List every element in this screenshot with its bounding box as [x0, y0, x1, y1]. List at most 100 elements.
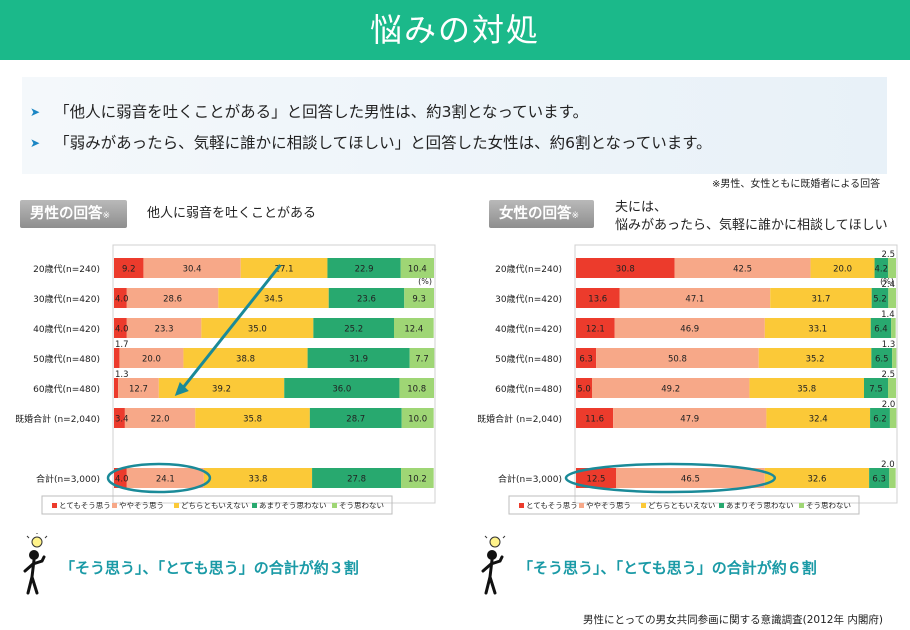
bar-segment: [864, 378, 888, 398]
bar-segment: [126, 318, 202, 338]
bar-segment: [871, 348, 893, 368]
data-label: 6.2: [873, 415, 887, 425]
bar-segment: [240, 258, 328, 278]
bar-segment: [592, 378, 750, 398]
data-label: 32.6: [807, 475, 826, 485]
respondent-note: ※男性、女性ともに既婚者による回答: [712, 179, 881, 190]
female-question-line-2: 悩みがあったら、気軽に誰かに相談してほしい: [615, 218, 888, 233]
bar-segment: [399, 378, 434, 398]
data-label: 27.8: [347, 475, 366, 485]
bar-segment: [114, 258, 144, 278]
male-stacked-bar-chart: 20歳代(n=240) 9.2 30.4 27.1 22.9 10.4 30歳代(n=420…: [15, 244, 436, 515]
bar-segment: [576, 318, 615, 338]
bar-segment: [870, 408, 890, 428]
data-label: 46.5: [681, 475, 700, 485]
lightbulb-person-icon: [481, 535, 506, 595]
legend-label: あまりそう思わない: [726, 501, 794, 510]
data-label: 24.1: [156, 475, 175, 485]
bar-segment: [764, 468, 870, 488]
data-label: 1.3: [115, 370, 129, 380]
bar-segment: [203, 468, 313, 488]
lightbulb-person-icon: [23, 533, 48, 595]
female-answer-tag: 女性の回答※: [489, 200, 594, 228]
bar-segment: [889, 408, 897, 428]
data-label: 6.5: [875, 355, 889, 365]
data-label: 12.7: [129, 385, 148, 395]
legend-label: ややそう思う: [119, 501, 164, 510]
bar-segment: [114, 378, 119, 398]
bar-segment: [119, 348, 184, 368]
category-label: 20歳代(n=240): [33, 263, 100, 275]
data-label: 4.0: [115, 325, 129, 335]
data-label: 46.9: [680, 325, 699, 335]
legend-swatch: [641, 503, 646, 508]
data-label: 36.0: [332, 385, 351, 395]
bar-segment: [614, 318, 765, 338]
data-label: 2.4: [881, 280, 895, 290]
bar-segment: [870, 318, 892, 338]
bar-segment: [307, 348, 410, 368]
legend-swatch: [719, 503, 724, 508]
summary-point-1: ➤ 「他人に弱音を吐くことがある」と回答した男性は、約3割となっています。: [30, 100, 588, 122]
arrow-bullet-icon: ➤: [30, 136, 41, 150]
bar-segment: [874, 258, 888, 278]
bar-segment: [328, 288, 405, 308]
arrow-bullet-icon: ➤: [30, 105, 41, 119]
bar-segment: [770, 288, 872, 308]
bar-segment: [869, 468, 890, 488]
data-label: 28.7: [346, 415, 365, 425]
category-label: 既婚合計 (n=2,040): [477, 413, 562, 425]
data-label: 5.2: [873, 295, 887, 305]
plot-frame: [112, 244, 436, 504]
data-label: 35.8: [243, 415, 262, 425]
category-label: 既婚合計 (n=2,040): [15, 413, 100, 425]
data-label: 2.0: [882, 400, 896, 410]
data-label: 30.4: [183, 265, 202, 275]
bar-segment: [183, 348, 308, 368]
bar-segment: [674, 258, 811, 278]
bar-segment: [888, 378, 896, 398]
legend-label: あまりそう思わない: [259, 501, 327, 510]
female-question: 夫には、 悩みがあったら、気軽に誰かに相談してほしい: [615, 199, 888, 235]
legend-swatch: [174, 503, 179, 508]
data-label: 20.0: [142, 355, 161, 365]
title-bar: 悩みの対処: [0, 0, 910, 60]
bar-segment: [400, 258, 434, 278]
bar-segment: [409, 348, 435, 368]
data-label: 31.9: [349, 355, 368, 365]
summary-point-1-text: 「他人に弱音を吐くことがある」と回答した男性は、約3割となっています。: [54, 103, 589, 121]
bar-segment: [158, 378, 285, 398]
legend-label: ややそう思う: [586, 501, 631, 510]
data-label: 3.4: [115, 415, 129, 425]
bar-segment: [889, 468, 896, 488]
unit-label: (%): [880, 277, 894, 286]
male-answer-tag: 男性の回答※: [20, 200, 127, 228]
female-answer-tag-label: 女性の回答: [499, 206, 572, 222]
unit-label: (%): [418, 277, 432, 286]
bar-segment: [404, 288, 434, 308]
bar-segment: [576, 378, 592, 398]
bar-segment: [576, 288, 620, 308]
category-label: 30歳代(n=420): [495, 293, 562, 305]
data-label: 4.0: [115, 475, 129, 485]
female-answer-tag-mark: ※: [571, 211, 580, 221]
data-label: 22.0: [151, 415, 170, 425]
data-label: 42.5: [733, 265, 752, 275]
category-label: 40歳代(n=420): [495, 323, 562, 335]
data-label: 10.8: [407, 385, 426, 395]
legend-swatch: [252, 503, 257, 508]
bar-segment: [327, 258, 401, 278]
bar-segment: [201, 318, 314, 338]
data-label: 12.4: [404, 325, 423, 335]
bar-segment: [313, 318, 394, 338]
bar-segment: [124, 408, 196, 428]
trend-arrow-head: [174, 382, 189, 396]
bar-segment: [218, 288, 329, 308]
bar-segment: [195, 408, 310, 428]
trend-arrow: [181, 264, 282, 389]
legend-swatch: [52, 503, 57, 508]
female-conclusion: 「そう思う」、「とても思う」の合計が約６割: [518, 559, 817, 577]
bar-segment: [888, 258, 896, 278]
data-label: 27.1: [275, 265, 294, 275]
category-label: 20歳代(n=240): [495, 263, 562, 275]
